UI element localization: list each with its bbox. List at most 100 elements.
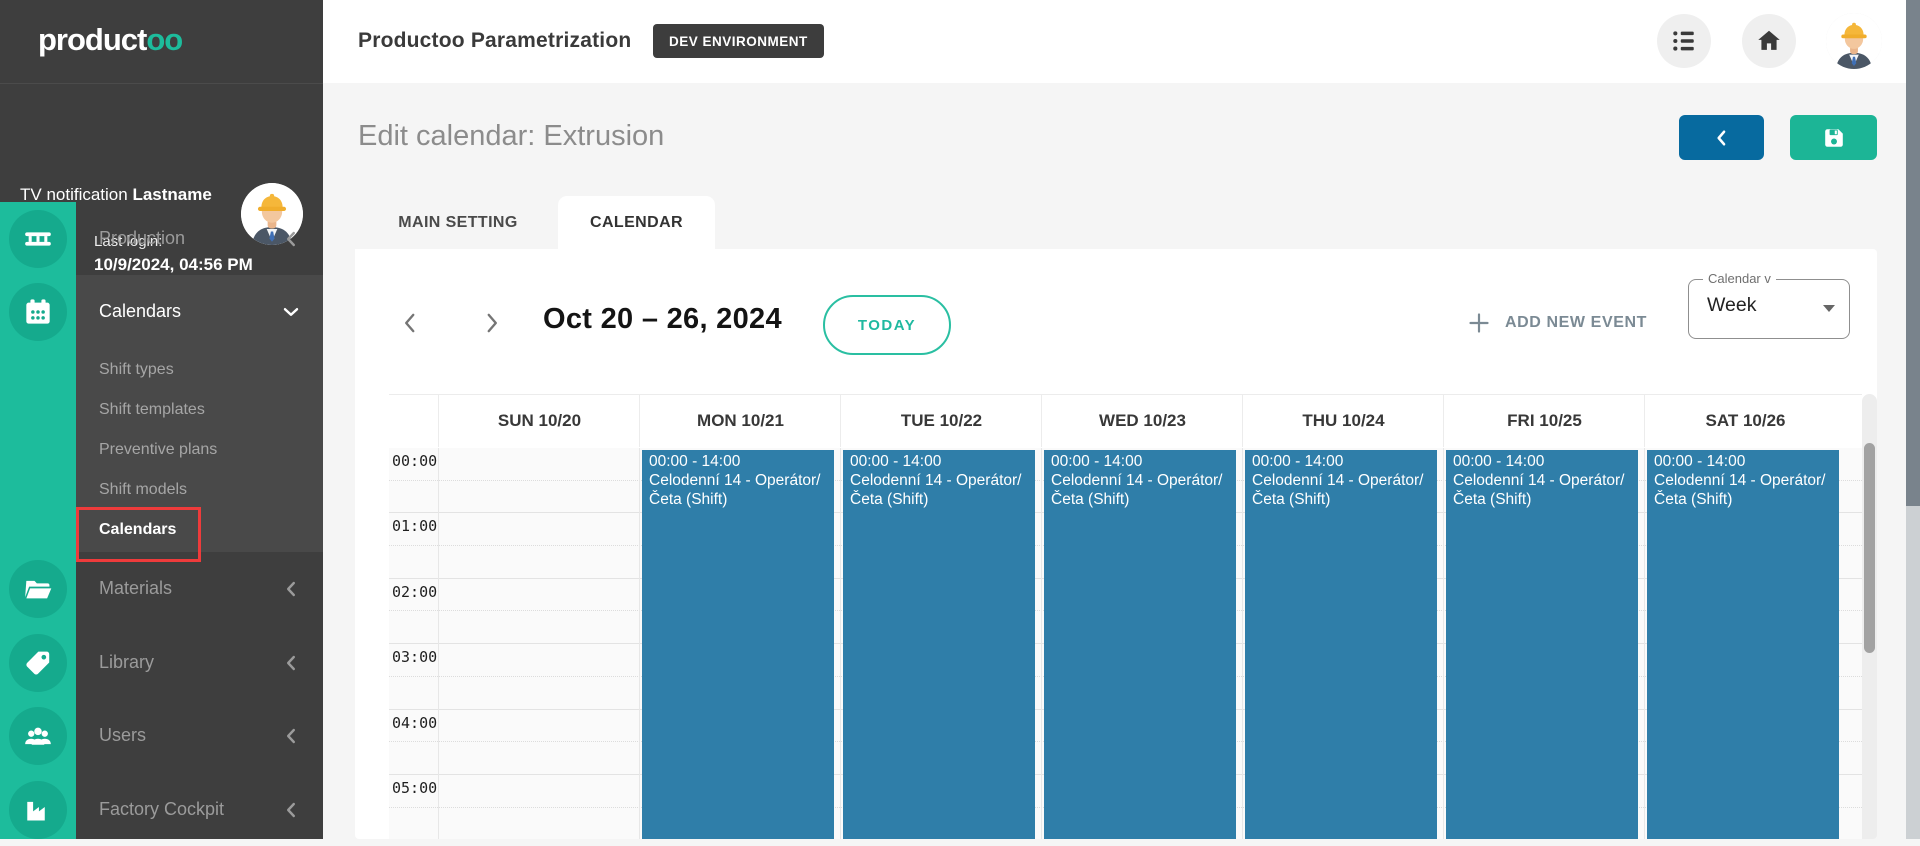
day-header: THU 10/24 [1242, 395, 1444, 447]
user-last-name: Lastname [132, 185, 212, 204]
day-header: SAT 10/26 [1644, 395, 1846, 447]
last-login-value: 10/9/2024, 04:56 PM [94, 255, 253, 274]
logo-text: product [38, 22, 147, 57]
chevron-right-icon [487, 313, 497, 333]
page-scrollbar-thumb[interactable] [1906, 0, 1920, 506]
users-icon[interactable] [9, 707, 67, 765]
sidebar-item-calendars[interactable]: Calendars [76, 275, 323, 348]
back-button[interactable] [1679, 115, 1764, 160]
calendar-scrollbar-track [1862, 394, 1877, 839]
day-column: 00:00 - 14:00 Celodenní 14 - Operátor/Čet… [639, 448, 840, 839]
time-label: 03:00 [392, 648, 438, 667]
tab-calendar[interactable]: CALENDAR [558, 196, 715, 249]
calendar-event[interactable]: 00:00 - 14:00 Celodenní 14 - Operátor/Čet… [642, 450, 834, 839]
event-title: Celodenní 14 - Operátor/Četa (Shift) [1051, 471, 1223, 508]
sidebar-item-label: Production [99, 228, 186, 248]
home-icon [1758, 30, 1780, 50]
sidebar-subitem-label: Shift types [99, 361, 174, 378]
chevron-down-icon [279, 300, 303, 324]
home-button[interactable] [1742, 14, 1796, 68]
save-icon [1824, 128, 1843, 147]
sidebar-item-factory-cockpit[interactable]: Factory Cockpit [76, 773, 323, 846]
event-time-range: 00:00 - 14:00 [1252, 453, 1344, 470]
calendar-grid-body: 00:00 01:00 02:00 03:00 04:00 05:00 00:00 - 14… [389, 448, 1862, 839]
chevron-left-icon [1716, 130, 1725, 145]
logo-accent-text: oo [146, 22, 183, 57]
sidebar-subitem-shift-types[interactable]: Shift types [76, 350, 323, 390]
tag-icon[interactable] [9, 634, 67, 692]
chevron-left-icon [405, 313, 415, 333]
calendar-scrollbar-thumb[interactable] [1864, 443, 1875, 653]
sidebar-item-production[interactable]: Production [76, 202, 323, 275]
chevron-left-icon [279, 724, 303, 748]
time-label: 01:00 [392, 517, 438, 536]
event-time-range: 00:00 - 14:00 [850, 453, 942, 470]
event-title: Celodenní 14 - Operátor/Četa (Shift) [850, 471, 1022, 508]
environment-badge: DEV ENVIRONMENT [653, 24, 824, 58]
profile-avatar[interactable] [1826, 13, 1882, 69]
sidebar-item-materials[interactable]: Materials [76, 552, 323, 625]
day-column [438, 448, 639, 839]
calendar-icon[interactable] [9, 283, 67, 341]
day-column: 00:00 - 14:00 Celodenní 14 - Operátor/Čet… [840, 448, 1041, 839]
page-scrollbar-track [1906, 0, 1920, 839]
time-label: 00:00 [392, 452, 438, 470]
sidebar-item-label: Materials [99, 578, 173, 598]
sidebar-subitem-shift-models[interactable]: Shift models [76, 470, 323, 510]
save-button[interactable] [1790, 115, 1877, 160]
logo-area: productoo [0, 0, 323, 84]
conveyor-icon[interactable] [9, 210, 67, 268]
previous-week-button[interactable] [392, 305, 428, 341]
tab-main-setting-label: MAIN SETTING [398, 213, 518, 231]
user-first-name: TV notification [20, 185, 133, 204]
list-icon [1673, 31, 1694, 51]
list-menu-button[interactable] [1657, 14, 1711, 68]
day-column: 00:00 - 14:00 Celodenní 14 - Operátor/Čet… [1242, 448, 1443, 839]
add-new-event-button[interactable]: ADD NEW EVENT [1467, 301, 1647, 345]
calendar-event[interactable]: 00:00 - 14:00 Celodenní 14 - Operátor/Čet… [843, 450, 1035, 839]
sidebar-item-users[interactable]: Users [76, 699, 323, 772]
event-time-range: 00:00 - 14:00 [649, 453, 741, 470]
user-name: TV notification Lastname [20, 185, 250, 205]
calendar-event[interactable]: 00:00 - 14:00 Celodenní 14 - Operátor/Čet… [1044, 450, 1236, 839]
calendar-event[interactable]: 00:00 - 14:00 Celodenní 14 - Operátor/Čet… [1647, 450, 1839, 839]
event-title: Celodenní 14 - Operátor/Četa (Shift) [1654, 471, 1826, 508]
sidebar-subitem-label: Preventive plans [99, 441, 218, 458]
sidebar-item-label: Calendars [99, 301, 182, 321]
event-title: Celodenní 14 - Operátor/Četa (Shift) [649, 471, 821, 508]
calendar-panel: Oct 20 – 26, 2024 TODAY ADD NEW EVENT Ca… [355, 249, 1877, 839]
sidebar-subitem-label: Calendars [99, 521, 177, 538]
folder-icon[interactable] [9, 560, 67, 618]
sidebar-user-area: TV notification Lastname Last login: 10/… [0, 83, 323, 274]
event-title: Celodenní 14 - Operátor/Četa (Shift) [1453, 471, 1625, 508]
day-header: MON 10/21 [639, 395, 841, 447]
factory-icon[interactable] [9, 781, 67, 839]
sidebar: productoo TV notification Lastname Last … [0, 0, 323, 839]
chevron-left-icon [279, 577, 303, 601]
today-button[interactable]: TODAY [823, 295, 951, 355]
calendar-event[interactable]: 00:00 - 14:00 Celodenní 14 - Operátor/Čet… [1245, 450, 1437, 839]
event-time-range: 00:00 - 14:00 [1654, 453, 1746, 470]
calendar-event[interactable]: 00:00 - 14:00 Celodenní 14 - Operátor/Čet… [1446, 450, 1638, 839]
day-header: SUN 10/20 [438, 395, 640, 447]
topbar: Productoo Parametrization DEV ENVIRONMEN… [323, 0, 1906, 83]
calendars-section-background [76, 275, 323, 552]
sidebar-item-label: Factory Cockpit [99, 799, 225, 819]
sidebar-item-library[interactable]: Library [76, 626, 323, 699]
day-header: TUE 10/22 [840, 395, 1042, 447]
calendar-view-select-value: Week [1707, 294, 1757, 316]
sidebar-subitem-shift-templates[interactable]: Shift templates [76, 390, 323, 430]
tab-calendar-label: CALENDAR [590, 213, 683, 231]
app-title: Productoo Parametrization [358, 29, 632, 52]
calendar-view-select[interactable]: Calendar v Week [1688, 271, 1850, 339]
sidebar-subitem-preventive-plans[interactable]: Preventive plans [76, 430, 323, 470]
productoo-logo[interactable]: productoo [38, 22, 183, 58]
chevron-left-icon [279, 227, 303, 251]
tab-main-setting[interactable]: MAIN SETTING [383, 196, 533, 249]
time-label: 04:00 [392, 713, 438, 732]
chevron-down-icon [1823, 305, 1835, 312]
event-time-range: 00:00 - 14:00 [1051, 453, 1143, 470]
sidebar-icon-rail [0, 202, 76, 839]
sidebar-subitem-calendars[interactable]: Calendars [76, 510, 323, 550]
next-week-button[interactable] [474, 305, 510, 341]
